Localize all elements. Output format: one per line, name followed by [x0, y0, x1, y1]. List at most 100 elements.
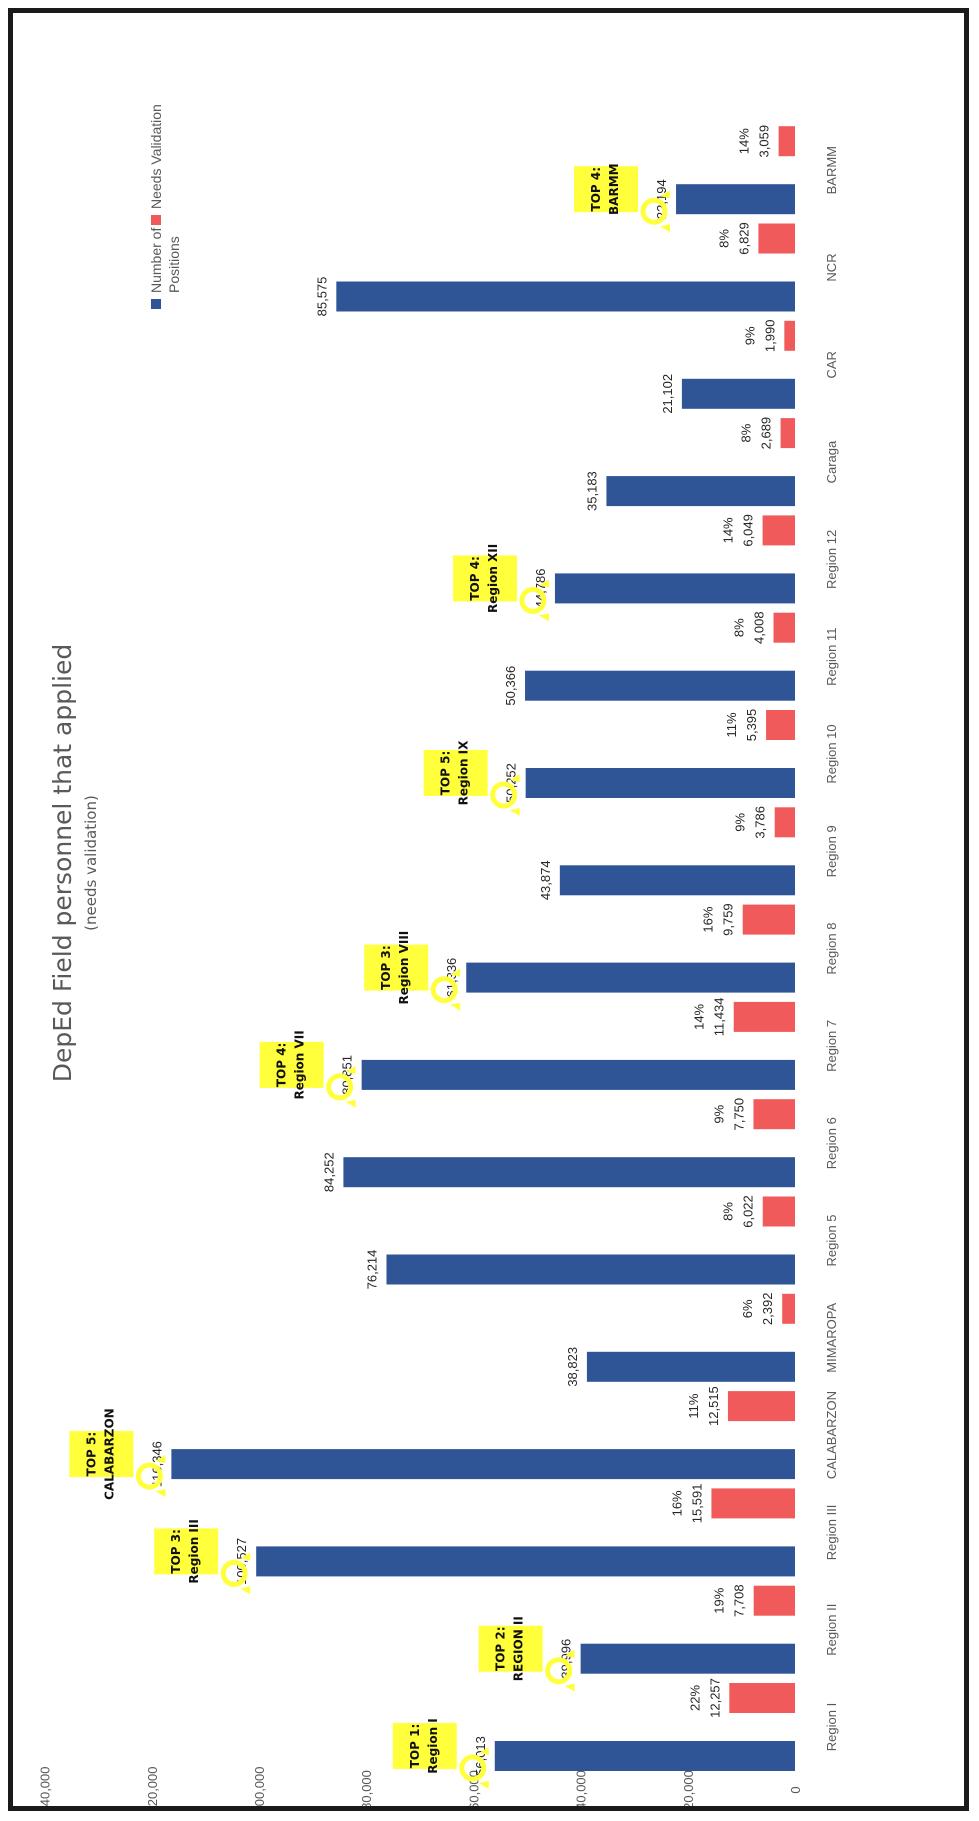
- bar-label-needs-validation: 2,689: [759, 417, 774, 450]
- bar-label-positions: 43,874: [538, 860, 553, 900]
- bar-label-needs-validation: 11,434: [712, 998, 727, 1037]
- value-tick-label: 80,000: [359, 1770, 374, 1806]
- bar-label-needs-validation: 1,990: [762, 320, 777, 353]
- value-tick-label: 120,000: [145, 1767, 160, 1807]
- bar-label-positions: 38,823: [565, 1347, 580, 1387]
- category-label: CALABARZON: [824, 1391, 839, 1479]
- bar-number-of-positions: [171, 1449, 795, 1480]
- legend-swatch-needs-validation: [151, 215, 161, 225]
- top-badge-region: CALABARZON: [102, 1408, 116, 1500]
- bar-percent-label: 19%: [712, 1587, 727, 1613]
- top-badge-rank: TOP 4:: [589, 167, 603, 212]
- bar-percent-label: 16%: [669, 1490, 684, 1516]
- award-ribbon-icon: [430, 976, 458, 1004]
- bar-label-needs-validation: 7,750: [731, 1098, 746, 1131]
- top-badge: [574, 166, 639, 213]
- top-badge: [452, 555, 517, 602]
- chart-title: DepEd Field personnel that applied: [48, 644, 77, 1083]
- bar-label-needs-validation: 6,022: [741, 1195, 756, 1228]
- bar-label-positions: 50,366: [503, 666, 518, 706]
- bar-number-of-positions: [336, 281, 795, 312]
- category-label: CAR: [824, 351, 839, 378]
- top-badge-rank: TOP 3:: [379, 945, 393, 990]
- top-badge-rank: TOP 4:: [275, 1043, 289, 1088]
- top-badge-rank: TOP 3:: [169, 1529, 183, 1574]
- bar-percent-label: 14%: [737, 128, 752, 154]
- bar-label-needs-validation: 6,049: [741, 514, 756, 547]
- bar-label-needs-validation: 7,708: [732, 1584, 747, 1617]
- bar-percent-label: 14%: [721, 517, 736, 543]
- bar-percent-label: 8%: [739, 423, 754, 442]
- bar-label-needs-validation: 3,059: [757, 125, 772, 158]
- category-label: BARMM: [824, 146, 839, 194]
- value-tick-label: 40,000: [574, 1770, 589, 1806]
- bar-needs-validation: [774, 807, 795, 838]
- bar-needs-validation: [762, 1196, 795, 1227]
- top-badge-rank: TOP 1:: [408, 1724, 422, 1769]
- bar-percent-label: 22%: [687, 1685, 702, 1711]
- bar-percent-label: 16%: [701, 906, 716, 932]
- award-ribbon-tail-icon: [538, 579, 549, 622]
- bar-label-needs-validation: 2,392: [760, 1293, 775, 1326]
- bar-needs-validation: [733, 1001, 795, 1032]
- bar-needs-validation: [780, 418, 795, 449]
- bar-label-positions: 21,102: [660, 374, 675, 414]
- bar-label-positions: 84,252: [321, 1152, 336, 1192]
- top-badge: [154, 1528, 219, 1575]
- bar-percent-label: 9%: [711, 1104, 726, 1123]
- chart-frame: 0 20,000 40,000 60,000 80,000 100,000 120,000 1…: [8, 8, 969, 1811]
- award-ribbon-tail-icon: [660, 190, 671, 233]
- bar-percent-label: 9%: [733, 812, 748, 831]
- legend-label-positions: Positions: [166, 236, 182, 293]
- bar-needs-validation: [758, 223, 795, 254]
- bar-number-of-positions: [676, 184, 795, 215]
- bar-label-needs-validation: 6,829: [736, 222, 751, 255]
- top-badge-rank: TOP 5:: [439, 751, 453, 796]
- bar-number-of-positions: [386, 1254, 795, 1285]
- chart-subtitle: (needs validation): [82, 795, 100, 931]
- award-ribbon-icon: [545, 1657, 573, 1685]
- top-badge-region: Region VIII: [397, 931, 411, 1005]
- bar-number-of-positions: [361, 1059, 795, 1090]
- top-badge: [423, 750, 488, 796]
- bar-label-needs-validation: 9,759: [721, 903, 736, 936]
- category-label: Region II: [824, 1604, 839, 1656]
- bar-percent-label: 6%: [740, 1299, 755, 1318]
- category-label: Region 12: [824, 530, 839, 589]
- bar-label-needs-validation: 3,786: [753, 806, 768, 839]
- award-ribbon-tail-icon: [240, 1552, 251, 1595]
- bar-number-of-positions: [554, 573, 795, 604]
- bar-needs-validation: [782, 1293, 795, 1324]
- bar-needs-validation: [784, 320, 795, 351]
- award-ribbon-tail-icon: [564, 1649, 575, 1692]
- bar-label-needs-validation: 15,591: [689, 1484, 704, 1524]
- award-ribbon-icon: [135, 1462, 163, 1490]
- bar-number-of-positions: [256, 1546, 795, 1577]
- bar-needs-validation: [766, 710, 795, 740]
- legend-swatch-positions: [151, 299, 161, 309]
- award-ribbon-tail-icon: [345, 1065, 356, 1108]
- bar-number-of-positions: [681, 378, 795, 409]
- bar-percent-label: 11%: [724, 712, 739, 737]
- top-badge-rank: TOP 4:: [468, 556, 482, 601]
- award-ribbon-tail-icon: [155, 1455, 166, 1498]
- bar-needs-validation: [773, 612, 795, 643]
- category-label: Region I: [824, 1703, 839, 1751]
- bar-percent-label: 14%: [692, 1003, 707, 1029]
- category-label: Region 11: [824, 628, 839, 686]
- award-ribbon-icon: [519, 586, 547, 614]
- bar-number-of-positions: [343, 1157, 795, 1188]
- category-label: Region 8: [824, 923, 839, 975]
- category-label: Region 9: [824, 825, 839, 877]
- top-badge-region: REGION II: [512, 1616, 526, 1681]
- category-label: Region 5: [824, 1214, 839, 1266]
- bar-number-of-positions: [494, 1741, 795, 1771]
- bar-needs-validation: [753, 1099, 795, 1130]
- bar-percent-label: 9%: [742, 326, 757, 345]
- bar-percent-label: 8%: [716, 229, 731, 248]
- bar-number-of-positions: [580, 1643, 795, 1674]
- bar-needs-validation: [778, 126, 795, 157]
- value-tick-label: 140,000: [38, 1767, 53, 1807]
- category-label: Region III: [824, 1505, 839, 1561]
- top-badge-rank: TOP 2:: [494, 1626, 508, 1671]
